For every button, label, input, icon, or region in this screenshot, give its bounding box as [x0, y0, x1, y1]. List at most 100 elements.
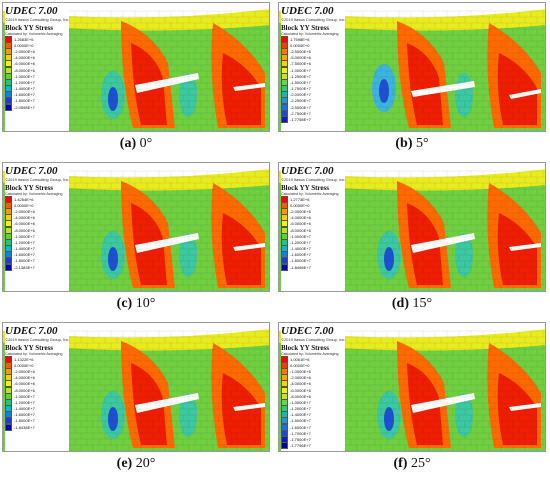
legend-value: -1.6000E+7: [290, 252, 311, 258]
legend-value: -1.6000E+7: [14, 412, 35, 418]
plot-label: Block YY Stress: [281, 24, 329, 32]
legend-value: -1.8438E+7: [14, 424, 35, 430]
legend-value: -2.1383E+7: [14, 264, 35, 270]
panel-angle: 5°: [416, 136, 429, 151]
panel-caption: (b) 5°: [278, 135, 546, 153]
calc-note: Calculated by: Volumetric Averaging: [281, 352, 339, 356]
legend-value: -6.0000E+6: [14, 61, 35, 67]
legend-value: -1.2000E+7: [290, 406, 311, 412]
panel-letter: (d): [391, 296, 409, 311]
legend-value: 1.2773E+6: [290, 196, 310, 202]
legend-value: -8.0000E+6: [14, 67, 35, 73]
calc-note: Calculated by: Volumetric Averaging: [281, 192, 339, 196]
legend-value: -1.4000E+7: [14, 246, 35, 252]
software-title: UDEC 7.00: [281, 325, 334, 337]
legend-value: -1.0000E+7: [14, 233, 35, 239]
legend-value: -2.0000E+6: [290, 208, 311, 214]
legend-value: -2.7500E+7: [290, 110, 311, 116]
legend-value: -1.7500E+7: [290, 86, 311, 92]
legend-value: -1.7000E+7: [290, 430, 311, 436]
panel-caption: (a) 0°: [2, 135, 270, 153]
legend-value: -1.8498E+7: [290, 264, 311, 270]
panel-caption: (e) 20°: [2, 455, 270, 473]
legend-value: 0.0000E+0: [14, 42, 34, 48]
legend-entry: -1.8498E+7: [281, 263, 345, 271]
legend-value: -1.7758E+7: [290, 117, 311, 123]
plot-frame: UDEC 7.00 ©2019 Itasca Consulting Group,…: [278, 162, 546, 292]
legend-value: -1.7500E+7: [290, 437, 311, 443]
plot-label: Block YY Stress: [5, 184, 53, 192]
legend-value: -1.0000E+6: [290, 368, 311, 374]
legend-box: UDEC 7.00 ©2019 Itasca Consulting Group,…: [281, 5, 346, 131]
legend-swatch: [281, 263, 288, 271]
copyright-text: ©2019 Itasca Consulting Group, Inc.: [281, 337, 346, 342]
legend-value: -1.8000E+7: [14, 418, 35, 424]
legend-value: -2.0000E+6: [14, 48, 35, 54]
legend-value: -1.5000E+7: [290, 79, 311, 85]
legend-value: 0.0000E+0: [14, 202, 34, 208]
legend-value: -8.0000E+6: [14, 227, 35, 233]
legend-value: -1.8000E+7: [290, 258, 311, 264]
legend-value: -1.6000E+7: [14, 252, 35, 258]
legend-value: -1.2000E+7: [14, 399, 35, 405]
legend-value: -1.2000E+7: [14, 239, 35, 245]
software-title: UDEC 7.00: [281, 165, 334, 177]
stress-contour-plot: [3, 163, 269, 291]
legend-entry: -2.1383E+7: [5, 263, 69, 271]
legend-value: -8.0000E+6: [290, 227, 311, 233]
legend-value: -1.7796E+7: [290, 443, 311, 449]
calc-note: Calculated by: Volumetric Averaging: [5, 32, 63, 36]
legend-value: -6.0000E+6: [290, 221, 311, 227]
legend-swatch: [5, 263, 12, 271]
legend-value: -4.0000E+6: [290, 381, 311, 387]
stress-panel: UDEC 7.00 ©2019 Itasca Consulting Group,…: [278, 2, 546, 157]
legend-box: UDEC 7.00 ©2019 Itasca Consulting Group,…: [281, 165, 346, 291]
copyright-text: ©2019 Itasca Consulting Group, Inc.: [5, 337, 70, 342]
legend-value: 0.0000E+0: [290, 202, 310, 208]
panel-letter: (a): [119, 136, 137, 151]
legend-value: -1.0000E+7: [14, 393, 35, 399]
legend-box: UDEC 7.00 ©2019 Itasca Consulting Group,…: [5, 5, 70, 131]
legend-value: -2.0000E+7: [290, 92, 311, 98]
legend-value: -1.2000E+7: [290, 239, 311, 245]
legend-entry: -1.8438E+7: [5, 423, 69, 431]
panel-angle: 15°: [412, 296, 433, 311]
legend-entry: -1.7758E+7: [281, 116, 345, 124]
legend-value: -4.0000E+6: [290, 215, 311, 221]
plot-frame: UDEC 7.00 ©2019 Itasca Consulting Group,…: [278, 2, 546, 132]
legend-box: UDEC 7.00 ©2019 Itasca Consulting Group,…: [5, 165, 70, 291]
legend-value: 1.2583E+6: [14, 36, 34, 42]
legend-value: -2.5000E+6: [290, 48, 311, 54]
panel-angle: 10°: [135, 296, 156, 311]
legend-entry: -2.0598E+7: [5, 103, 69, 111]
stress-contour-plot: [279, 3, 545, 131]
legend-box: UDEC 7.00 ©2019 Itasca Consulting Group,…: [5, 325, 70, 451]
copyright-text: ©2019 Itasca Consulting Group, Inc.: [5, 17, 70, 22]
stress-panel: UDEC 7.00 ©2019 Itasca Consulting Group,…: [2, 322, 270, 477]
legend-value: -1.4000E+7: [14, 86, 35, 92]
software-title: UDEC 7.00: [5, 165, 58, 177]
panel-letter: (e): [116, 456, 133, 471]
legend-value: -1.0000E+7: [290, 67, 311, 73]
legend-value: -6.0000E+6: [290, 387, 311, 393]
software-title: UDEC 7.00: [5, 325, 58, 337]
copyright-text: ©2019 Itasca Consulting Group, Inc.: [281, 177, 346, 182]
legend-value: -1.0000E+7: [290, 399, 311, 405]
plot-frame: UDEC 7.00 ©2019 Itasca Consulting Group,…: [278, 322, 546, 452]
legend-value: -1.2000E+7: [14, 79, 35, 85]
calc-note: Calculated by: Volumetric Averaging: [5, 352, 63, 356]
legend-swatch: [281, 442, 288, 450]
legend-value: -5.0000E+6: [290, 55, 311, 61]
panel-letter: (b): [395, 136, 413, 151]
legend-swatch: [5, 103, 12, 111]
legend-value: -1.6000E+7: [290, 424, 311, 430]
legend-value: -1.2500E+7: [290, 73, 311, 79]
legend-value: 0.0000E+0: [14, 362, 34, 368]
legend-value: -2.2500E+7: [290, 98, 311, 104]
plot-label: Block YY Stress: [281, 184, 329, 192]
panel-caption: (c) 10°: [2, 295, 270, 313]
stress-panel: UDEC 7.00 ©2019 Itasca Consulting Group,…: [2, 162, 270, 317]
stress-panel: UDEC 7.00 ©2019 Itasca Consulting Group,…: [2, 2, 270, 157]
plot-label: Block YY Stress: [281, 344, 329, 352]
legend-value: -2.0000E+6: [14, 368, 35, 374]
